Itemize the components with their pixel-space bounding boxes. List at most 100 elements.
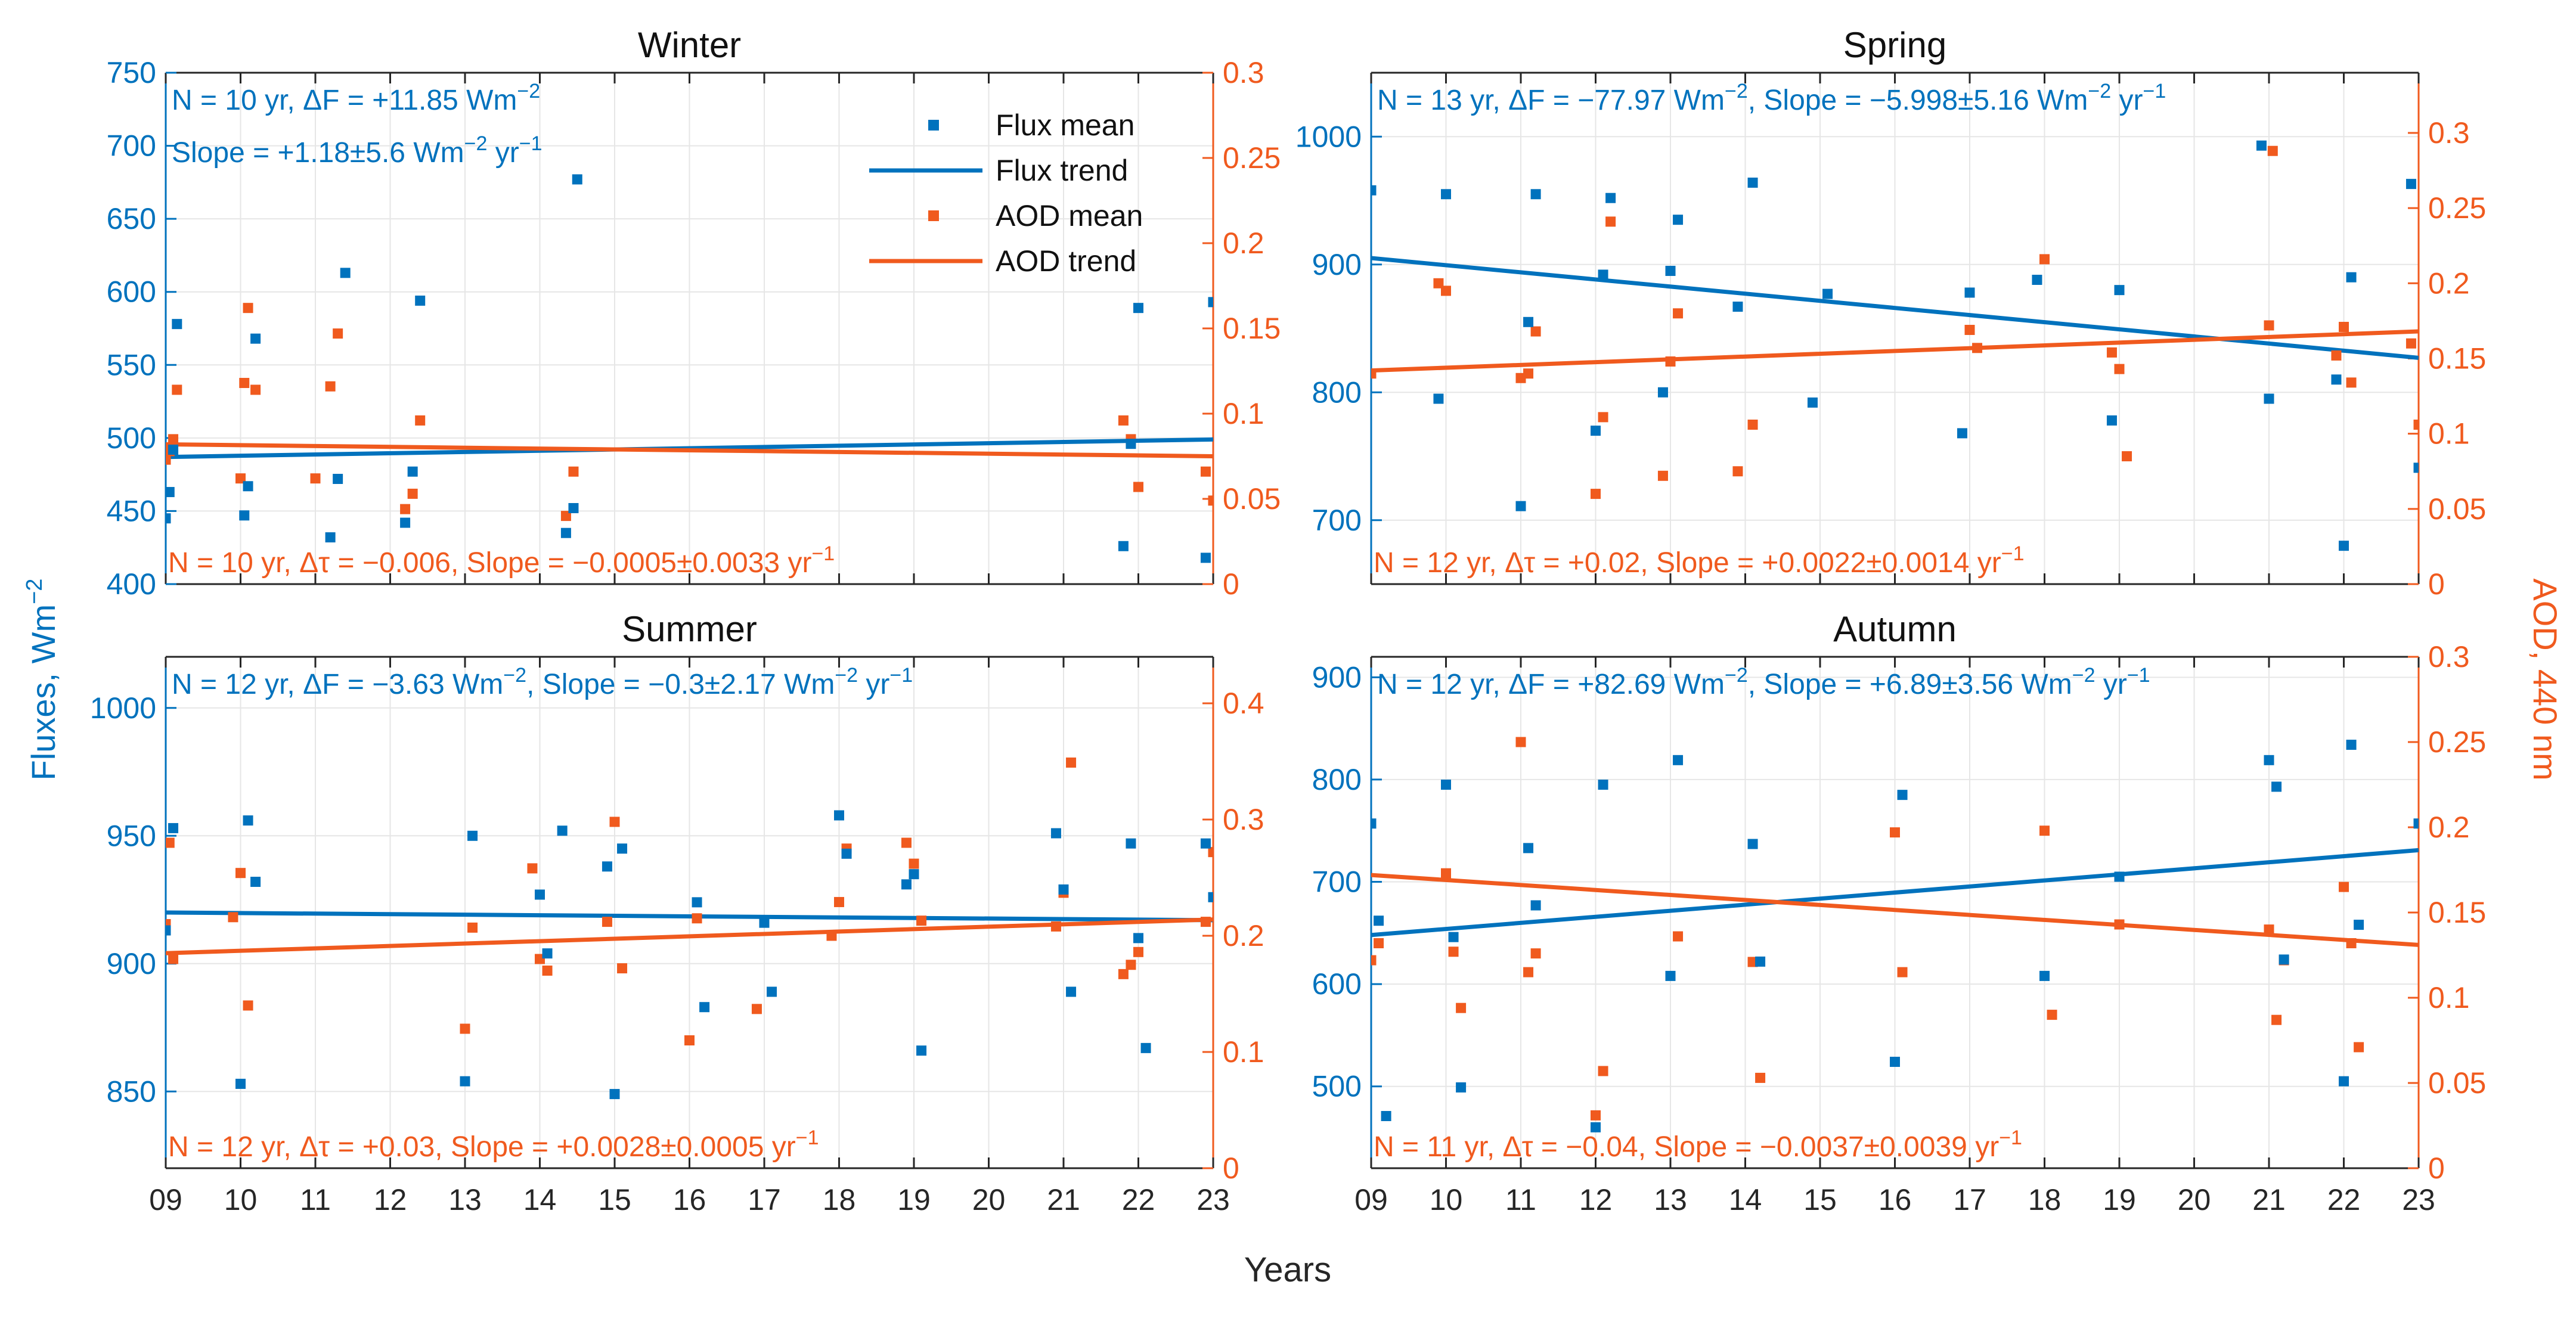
flux-mean-point: [1050, 828, 1061, 839]
aod-mean-point: [1598, 1066, 1608, 1076]
flux-mean-point: [841, 848, 852, 859]
flux-mean-point: [1448, 932, 1459, 942]
aod-mean-point: [2039, 825, 2050, 836]
flux-mean-point: [1747, 177, 1758, 188]
aod-mean-point: [1118, 969, 1129, 979]
legend-aod-trend-label: AOD trend: [996, 244, 1136, 278]
flux-mean-point: [2039, 970, 2050, 981]
y-tick-label-left: 1000: [90, 691, 156, 725]
y-tick-label-right: 0.2: [1223, 919, 1264, 952]
aod-trend-line: [166, 917, 1213, 955]
flux-mean-point: [568, 503, 579, 514]
aod-mean-point: [2339, 321, 2349, 332]
aod-mean-point: [1050, 921, 1061, 932]
aod-mean-point: [172, 384, 182, 395]
aod-mean-point: [617, 963, 628, 974]
flux-mean-point: [699, 1002, 710, 1013]
flux-trend-line: [166, 910, 1213, 923]
aod-mean-point: [1591, 489, 1601, 499]
y-tick-label-right: 0.1: [1223, 1035, 1264, 1069]
y-tick-label-right: 0.05: [1223, 482, 1281, 516]
aod-mean-point: [166, 919, 171, 929]
flux-mean-point: [2331, 374, 2342, 385]
aod-mean-point: [2122, 451, 2132, 461]
y-tick-label-left: 900: [107, 947, 156, 980]
flux-mean-point: [909, 869, 919, 880]
flux-mean-point: [407, 466, 418, 477]
y-tick-label-left: 600: [107, 275, 156, 309]
y-tick-label-left: 700: [1312, 504, 1362, 537]
aod-mean-point: [1890, 827, 1900, 838]
aod-mean-point: [909, 858, 919, 869]
flux-mean-point: [2413, 818, 2419, 829]
aod-mean-point: [407, 488, 418, 499]
x-tick-label: 23: [1196, 1183, 1230, 1216]
flux-mean-point: [243, 815, 253, 826]
aod-mean-point: [467, 922, 478, 933]
flux-mean-point: [1140, 1042, 1151, 1053]
y-tick-label-left: 500: [1312, 1070, 1362, 1103]
flux-mean-point: [2279, 954, 2289, 965]
flux-mean-point: [2354, 920, 2364, 930]
aod-mean-point: [1515, 737, 1526, 747]
aod-mean-point: [1673, 308, 1684, 319]
flux-mean-point: [1433, 393, 1444, 404]
x-tick-label: 15: [1803, 1183, 1837, 1216]
flux-mean-point: [400, 517, 411, 528]
y-tick-label-left: 850: [107, 1075, 156, 1108]
flux-mean-point: [168, 823, 179, 833]
flux-mean-point: [166, 925, 171, 936]
flux-mean-point: [1371, 818, 1377, 829]
aod-mean-point: [609, 817, 620, 827]
x-tick-label: 16: [1878, 1183, 1912, 1216]
aod-mean-point: [684, 1035, 695, 1045]
y-tick-label-left: 400: [107, 567, 156, 601]
legend-aod-mean-marker: [928, 210, 939, 221]
aod-mean-point: [415, 415, 426, 426]
panel-title: Winter: [638, 25, 741, 65]
flux-mean-point: [1133, 303, 1143, 314]
flux-mean-point: [692, 897, 702, 908]
aod-mean-point: [235, 868, 246, 879]
y-tick-label-right: 0.05: [2428, 492, 2486, 526]
y-tick-label-right: 0: [2428, 567, 2445, 601]
aod-mean-point: [333, 328, 343, 339]
y-tick-label-left: 900: [1312, 660, 1362, 694]
panel-title: Spring: [1843, 25, 1946, 65]
data-layer: [166, 174, 1213, 563]
y-tick-label-right: 0.15: [1223, 312, 1281, 345]
x-tick-label: 12: [1579, 1183, 1613, 1216]
flux-mean-point: [1957, 428, 1967, 439]
aod-mean-point: [1200, 917, 1211, 927]
x-tick-label: 10: [224, 1183, 258, 1216]
flux-mean-point: [1673, 215, 1684, 225]
flux-mean-point: [535, 889, 545, 900]
flux-mean-point: [834, 810, 844, 821]
x-tick-label: 11: [1505, 1183, 1536, 1216]
y-tick-label-left: 500: [107, 421, 156, 455]
aod-annotation: N = 12 yr, Δτ = +0.02, Slope = +0.0022±0…: [1374, 542, 2025, 579]
flux-mean-point: [557, 825, 568, 836]
flux-mean-point: [1822, 288, 1833, 299]
x-tick-label: 18: [823, 1183, 856, 1216]
aod-mean-point: [527, 863, 538, 874]
aod-trend-line: [1371, 873, 2419, 947]
x-tick-label: 13: [1654, 1183, 1687, 1216]
y-tick-label-right: 0.1: [2428, 981, 2470, 1014]
aod-mean-point: [2346, 938, 2357, 948]
y-tick-label-left: 550: [107, 348, 156, 381]
aod-mean-point: [1665, 356, 1676, 367]
flux-mean-point: [1964, 287, 1975, 298]
aod-mean-point: [1964, 325, 1975, 336]
flux-mean-point: [2405, 179, 2416, 190]
x-tick-label: 19: [2103, 1183, 2136, 1216]
aod-mean-point: [1598, 412, 1608, 423]
aod-mean-point: [568, 466, 579, 477]
x-axis-label: Years: [1244, 1250, 1331, 1289]
y-tick-label-left: 650: [107, 202, 156, 235]
y-tick-label-right: 0.15: [2428, 342, 2486, 375]
right-ylabel: AOD, 440 nm: [2527, 578, 2564, 780]
y-tick-label-left: 900: [1312, 248, 1362, 281]
flux-mean-point: [460, 1076, 470, 1087]
aod-mean-point: [400, 504, 411, 514]
